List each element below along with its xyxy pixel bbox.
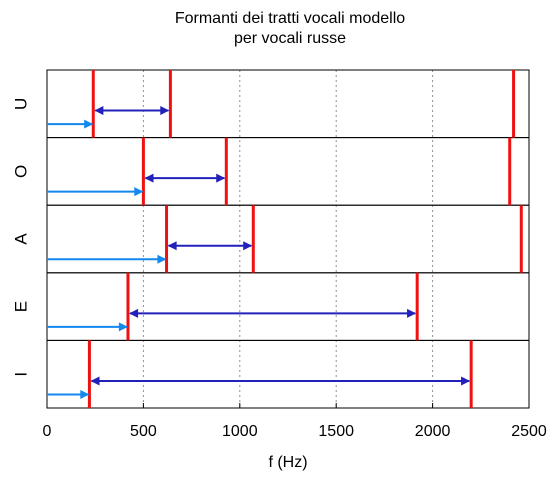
row-label-I: I: [11, 372, 30, 377]
chart-title-line-1: Formanti dei tratti vocali modello: [175, 10, 405, 27]
x-axis-ticks: 0 500 1000 1500 2000 2500: [43, 403, 547, 440]
formant-marks: [47, 70, 523, 408]
x-tick-label-500: 500: [130, 423, 157, 440]
vowel-rows: U O A E I: [11, 69, 530, 409]
x-tick-label-1000: 1000: [222, 423, 258, 440]
x-tick-label-2500: 2500: [511, 423, 547, 440]
x-axis-label: f (Hz): [268, 454, 307, 471]
row-frame-A: [46, 204, 530, 274]
x-tick-label-1500: 1500: [318, 423, 354, 440]
chart-title-line-2: per vocali russe: [234, 30, 346, 47]
row-label-E: E: [11, 301, 30, 312]
row-label-A: A: [11, 233, 30, 245]
row-frame-U: [46, 69, 530, 139]
row-label-U: U: [11, 98, 30, 110]
x-tick-label-2000: 2000: [415, 423, 451, 440]
row-frame-I: [46, 339, 530, 409]
row-frame-O: [46, 137, 530, 206]
x-tick-label-0: 0: [43, 423, 52, 440]
grid: [142, 70, 434, 408]
row-label-O: O: [11, 165, 30, 178]
row-frame-E: [46, 272, 530, 341]
